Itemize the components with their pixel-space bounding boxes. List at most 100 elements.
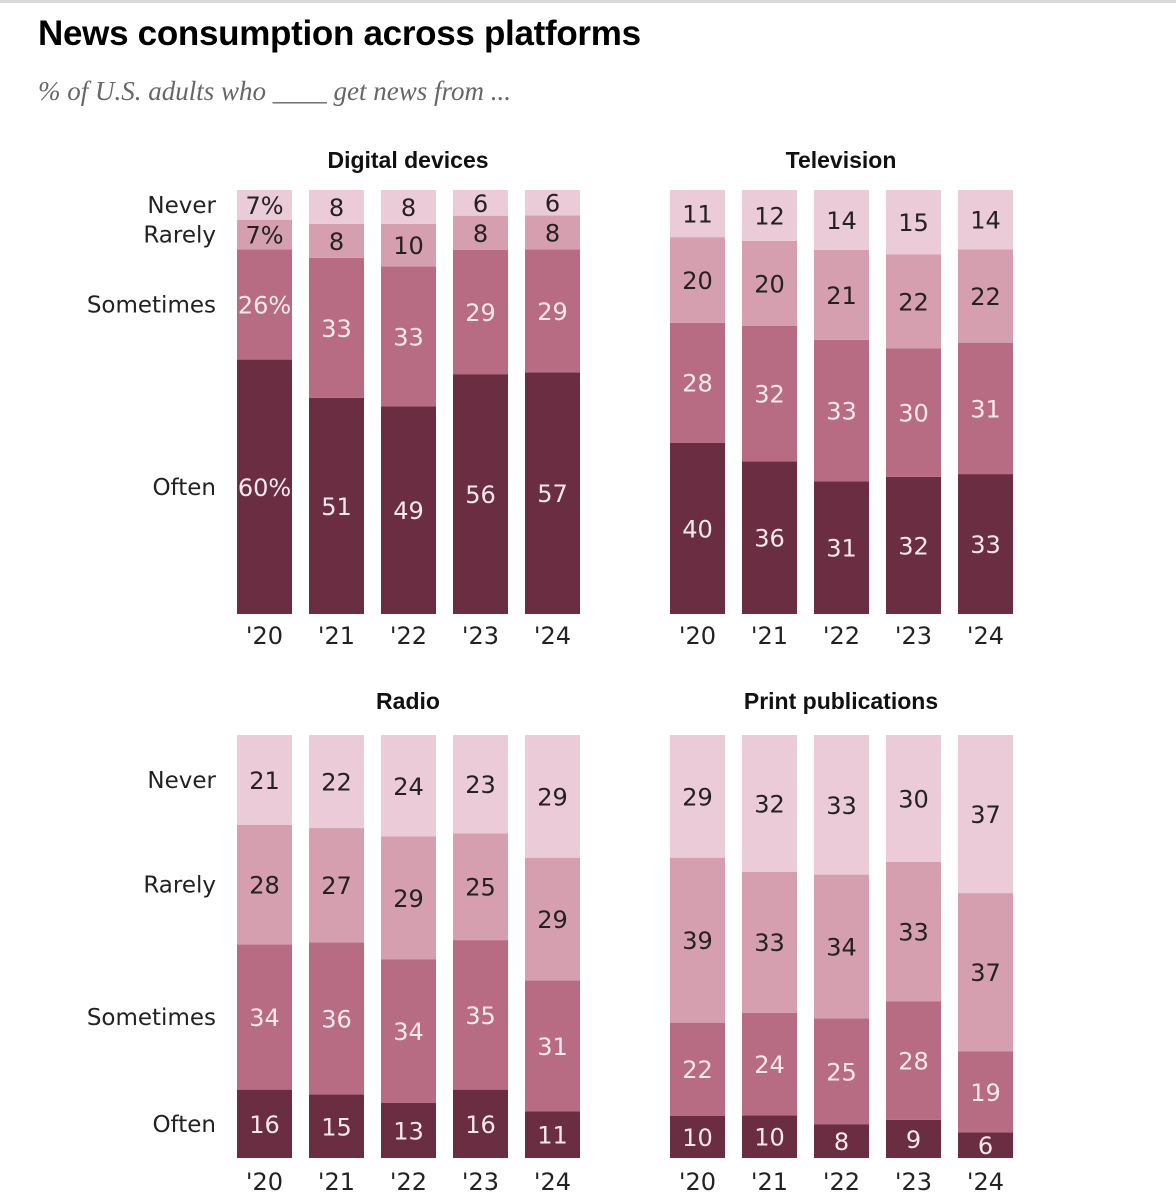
- digital-devices-value-label: 10: [393, 232, 424, 260]
- radio-value-label: 15: [321, 1113, 352, 1141]
- television-value-label: 11: [682, 201, 713, 229]
- digital-devices-value-label: 8: [329, 228, 344, 256]
- print-publications-value-label: 6: [978, 1132, 993, 1160]
- digital-devices-bar-rarely-1: [309, 223, 364, 258]
- television-bar-often-0: [670, 442, 725, 614]
- radio-value-label: 13: [393, 1118, 424, 1146]
- print-publications-bar-rarely-4: [958, 893, 1013, 1052]
- digital-devices-row-label-rarely: Rarely: [143, 223, 216, 249]
- digital-devices-bar-often-0: [237, 359, 292, 614]
- television-value-label: 31: [970, 395, 1001, 423]
- digital-devices-bar-never-2: [381, 190, 436, 224]
- radio-value-label: 11: [537, 1122, 568, 1150]
- print-publications-value-label: 25: [826, 1058, 857, 1086]
- digital-devices-value-label: 57: [537, 480, 568, 508]
- television-x-tick: '21: [751, 622, 788, 650]
- print-publications-bar-never-4: [958, 735, 1013, 894]
- print-publications-bar-rarely-1: [742, 871, 797, 1013]
- radio-x-tick: '20: [246, 1168, 283, 1196]
- digital-devices-value-label: 60%: [238, 474, 291, 502]
- digital-devices-x-tick: '24: [534, 622, 571, 650]
- print-publications-bar-often-2: [814, 1124, 869, 1158]
- television-bar-rarely-3: [886, 254, 941, 349]
- radio-bar-sometimes-0: [237, 944, 292, 1090]
- television-x-tick: '22: [823, 622, 860, 650]
- television-bar-never-4: [958, 190, 1013, 250]
- television-x-tick: '24: [967, 622, 1004, 650]
- print-publications-panel-title: Print publications: [744, 688, 938, 714]
- radio-value-label: 34: [249, 1004, 280, 1032]
- print-publications-bar-sometimes-1: [742, 1012, 797, 1116]
- radio-row-label-often: Often: [152, 1112, 216, 1138]
- digital-devices-bar-rarely-4: [525, 215, 580, 250]
- chart-title: News consumption across platforms: [38, 14, 641, 53]
- radio-value-label: 29: [537, 783, 568, 811]
- radio-value-label: 22: [321, 769, 352, 797]
- print-publications-bar-often-3: [886, 1119, 941, 1158]
- television-bar-never-3: [886, 190, 941, 255]
- digital-devices-bar-often-1: [309, 397, 364, 614]
- digital-devices-value-label: 51: [321, 493, 352, 521]
- digital-devices-x-tick: '20: [246, 622, 283, 650]
- radio-x-tick: '23: [462, 1168, 499, 1196]
- radio-value-label: 25: [465, 874, 496, 902]
- radio-value-label: 29: [393, 885, 424, 913]
- chart-subtitle: % of U.S. adults who ____ get news from …: [38, 76, 512, 106]
- digital-devices-value-label: 7%: [245, 192, 283, 220]
- radio-bar-often-4: [525, 1111, 580, 1158]
- print-publications-bar-often-0: [670, 1115, 725, 1158]
- print-publications-bar-never-1: [742, 735, 797, 872]
- digital-devices-value-label: 7%: [245, 222, 283, 250]
- television-bar-often-3: [886, 476, 941, 614]
- radio-bar-never-4: [525, 735, 580, 858]
- television-bar-sometimes-3: [886, 348, 941, 477]
- digital-devices-value-label: 6: [473, 190, 488, 218]
- digital-devices-value-label: 8: [545, 219, 560, 247]
- print-publications-value-label: 8: [834, 1128, 849, 1156]
- radio-x-tick: '21: [318, 1168, 355, 1196]
- television-value-label: 36: [754, 525, 785, 553]
- digital-devices-bar-often-3: [453, 374, 508, 614]
- television-panel-title: Television: [786, 147, 897, 173]
- radio-bar-often-0: [237, 1089, 292, 1158]
- radio-value-label: 35: [465, 1002, 496, 1030]
- digital-devices-bar-rarely-0: [237, 219, 292, 250]
- television-bar-often-1: [742, 461, 797, 614]
- digital-devices-row-label-never: Never: [147, 193, 216, 219]
- radio-bar-rarely-3: [453, 833, 508, 941]
- digital-devices-x-tick: '21: [318, 622, 355, 650]
- print-publications-x-tick: '24: [967, 1168, 1004, 1196]
- print-publications-x-tick: '22: [823, 1168, 860, 1196]
- print-publications-value-label: 28: [898, 1048, 929, 1076]
- radio-bar-often-3: [453, 1089, 508, 1158]
- digital-devices-x-tick: '23: [462, 622, 499, 650]
- print-publications-bar-often-1: [742, 1115, 797, 1158]
- print-publications-bar-rarely-0: [670, 857, 725, 1023]
- television-value-label: 14: [826, 207, 857, 235]
- television-value-label: 21: [826, 282, 857, 310]
- radio-bar-never-1: [309, 735, 364, 829]
- digital-devices-bar-often-4: [525, 372, 580, 614]
- radio-value-label: 31: [537, 1033, 568, 1061]
- digital-devices-bar-sometimes-3: [453, 249, 508, 375]
- television-value-label: 33: [970, 531, 1001, 559]
- radio-bar-never-2: [381, 735, 436, 837]
- radio-bar-often-1: [309, 1094, 364, 1158]
- radio-x-tick: '24: [534, 1168, 571, 1196]
- television-x-tick: '23: [895, 622, 932, 650]
- digital-devices-bar-rarely-2: [381, 223, 436, 267]
- print-publications-value-label: 37: [970, 801, 1001, 829]
- print-publications-bar-sometimes-0: [670, 1022, 725, 1116]
- radio-value-label: 16: [465, 1111, 496, 1139]
- print-publications-bar-never-0: [670, 735, 725, 858]
- radio-bar-never-0: [237, 735, 292, 825]
- print-publications-x-tick: '21: [751, 1168, 788, 1196]
- print-publications-value-label: 10: [754, 1124, 785, 1152]
- print-publications-value-label: 30: [898, 785, 929, 813]
- television-bar-sometimes-2: [814, 339, 869, 482]
- digital-devices-value-label: 29: [537, 298, 568, 326]
- television-bar-often-2: [814, 481, 869, 614]
- radio-value-label: 23: [465, 771, 496, 799]
- television-value-label: 32: [898, 532, 929, 560]
- digital-devices-value-label: 8: [473, 220, 488, 248]
